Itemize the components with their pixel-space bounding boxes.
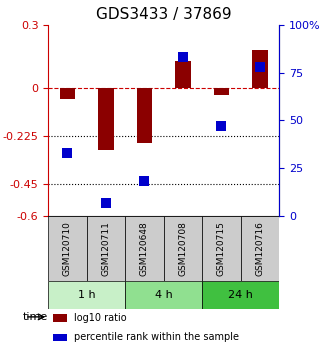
FancyBboxPatch shape [164, 216, 202, 281]
Text: GSM120715: GSM120715 [217, 221, 226, 276]
Bar [252, 50, 268, 88]
Text: GSM120716: GSM120716 [256, 221, 265, 276]
Bar [175, 61, 191, 88]
FancyBboxPatch shape [87, 216, 125, 281]
Text: percentile rank within the sample: percentile rank within the sample [74, 332, 239, 342]
Point [65, 150, 70, 156]
FancyBboxPatch shape [125, 216, 164, 281]
FancyBboxPatch shape [202, 281, 279, 309]
Text: GSM120710: GSM120710 [63, 221, 72, 276]
Bar [98, 88, 114, 150]
Text: 1 h: 1 h [78, 290, 95, 300]
FancyBboxPatch shape [125, 281, 202, 309]
Text: GSM120648: GSM120648 [140, 221, 149, 276]
Point [219, 123, 224, 129]
Point [180, 55, 186, 60]
FancyBboxPatch shape [48, 216, 87, 281]
Point [103, 200, 108, 205]
Bar [214, 88, 229, 95]
FancyBboxPatch shape [48, 281, 125, 309]
Point [142, 179, 147, 184]
FancyBboxPatch shape [202, 216, 241, 281]
Text: GSM120708: GSM120708 [178, 221, 187, 276]
Bar [53, 314, 67, 322]
Text: 4 h: 4 h [155, 290, 173, 300]
Text: time: time [23, 312, 48, 322]
Text: GSM120711: GSM120711 [101, 221, 110, 276]
FancyBboxPatch shape [241, 216, 279, 281]
Title: GDS3433 / 37869: GDS3433 / 37869 [96, 7, 231, 22]
Bar [137, 88, 152, 143]
Point [257, 64, 263, 70]
Bar [60, 88, 75, 99]
Text: log10 ratio: log10 ratio [74, 313, 126, 323]
Bar [53, 333, 67, 341]
Text: 24 h: 24 h [228, 290, 253, 300]
